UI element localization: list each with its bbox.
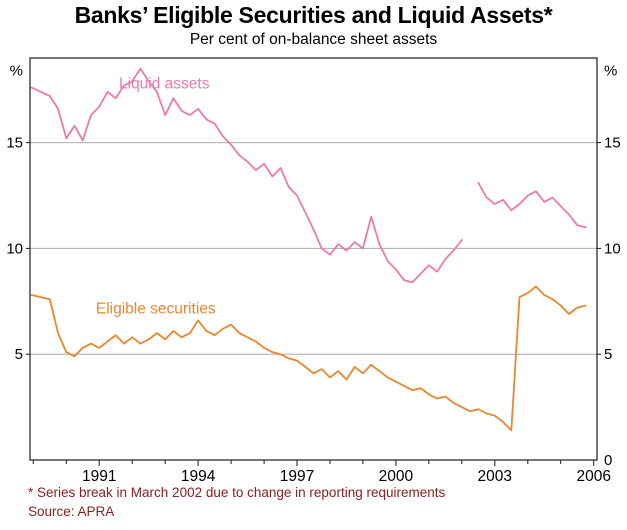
x-tick-label: 1991 xyxy=(82,468,116,482)
chart-subtitle: Per cent of on-balance sheet assets xyxy=(189,31,438,48)
series-label-eligible-securities: Eligible securities xyxy=(96,301,216,318)
series-line-eligible-securities xyxy=(30,285,587,432)
x-tick-label: 1994 xyxy=(181,468,216,482)
chart-notes: * Series break in March 2002 due to chan… xyxy=(28,483,618,521)
y-tick-label-right: 10 xyxy=(604,240,621,257)
x-tick-label: 2003 xyxy=(478,468,512,482)
chart-title: Banks’ Eligible Securities and Liquid As… xyxy=(74,2,553,28)
y-tick-label-right: 15 xyxy=(604,135,621,152)
percent-label-right: % xyxy=(604,63,617,80)
series-label-liquid-assets: Liquid assets xyxy=(119,75,210,92)
source: Source: APRA xyxy=(28,504,115,519)
y-tick-label-left: 10 xyxy=(6,240,23,257)
plot-border xyxy=(29,57,598,461)
chart-canvas: 5 10 15 0 5 10 15% % 1991 1994 1997 2000 2003 2006 Liq… xyxy=(6,57,621,482)
y-tick-label-right: 0 xyxy=(604,452,612,469)
footnote: * Series break in March 2002 due to chan… xyxy=(28,485,446,500)
percent-label-left: % xyxy=(10,63,23,80)
y-tick-label-left: 15 xyxy=(6,135,23,152)
x-tick-label: 1997 xyxy=(280,468,314,482)
series-line-liquid-assets xyxy=(30,67,587,284)
y-tick-label-left: 5 xyxy=(15,346,23,363)
y-tick-label-right: 5 xyxy=(604,346,612,363)
x-tick-label: 2000 xyxy=(379,468,414,482)
x-tick-label: 2006 xyxy=(576,468,610,482)
